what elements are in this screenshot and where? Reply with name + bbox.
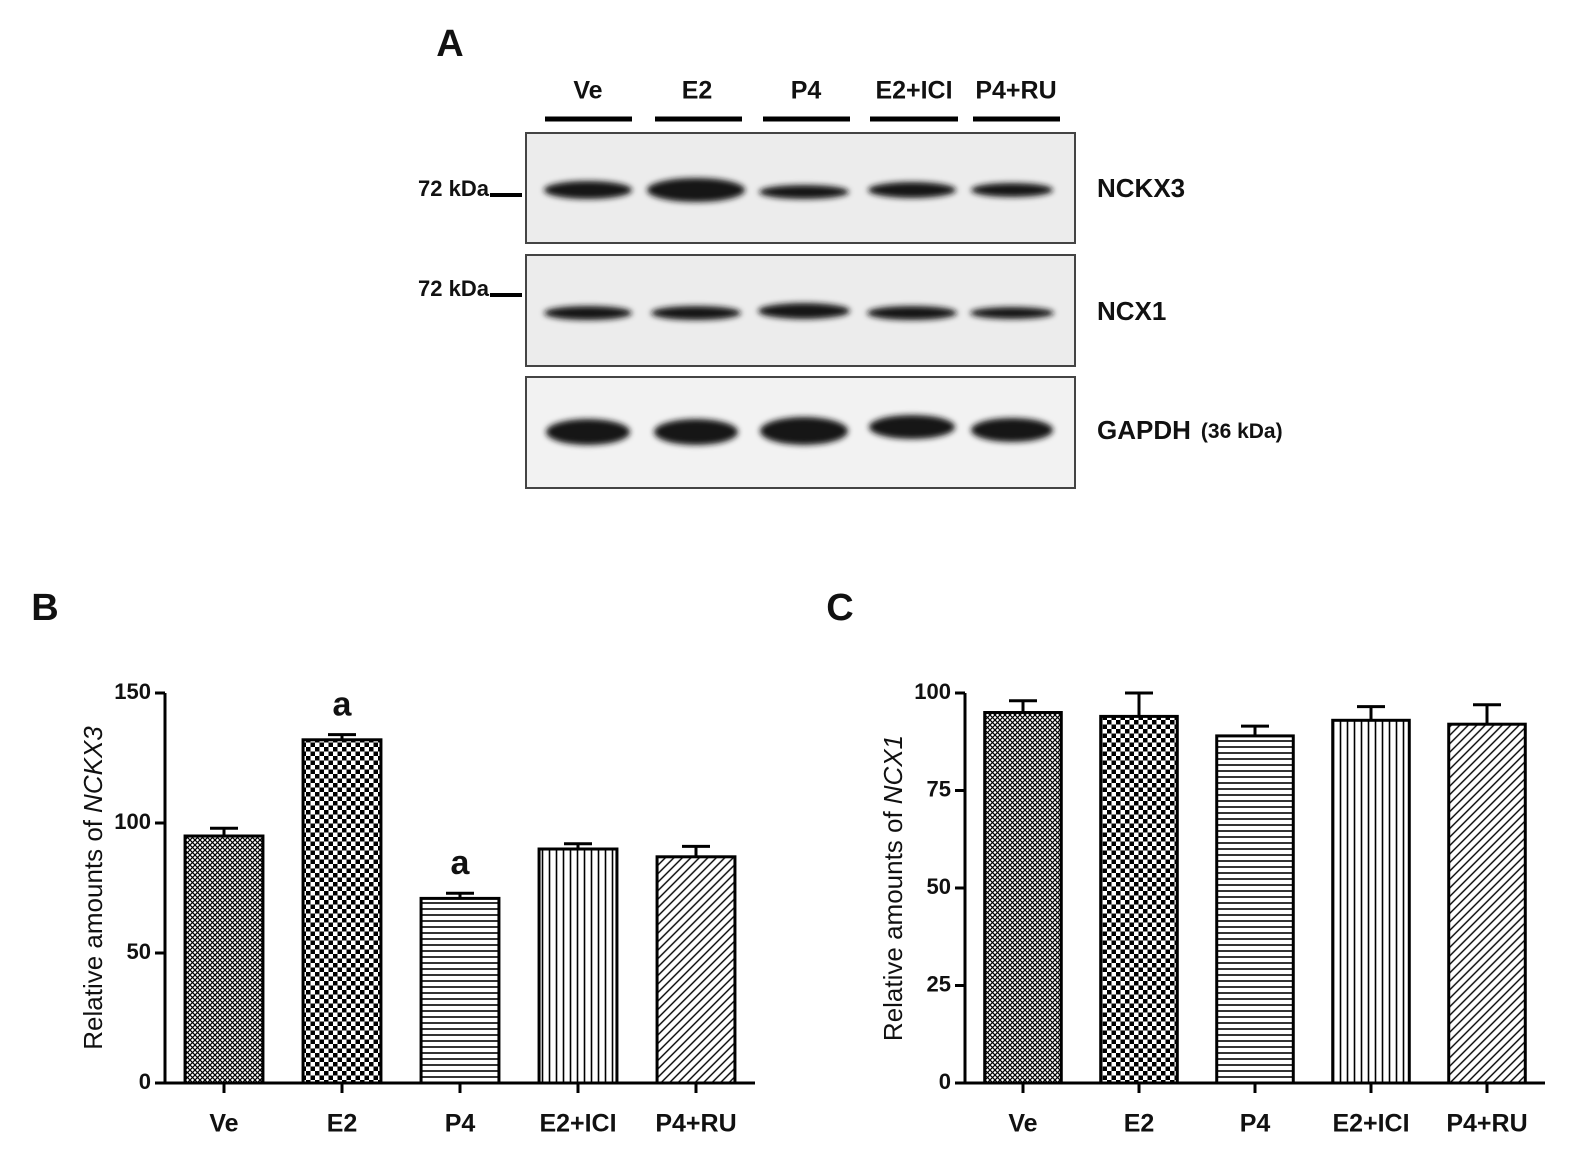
row-label-text: NCX1: [1097, 296, 1166, 326]
y-axis-label: Relative amounts of NCKX3: [78, 726, 108, 1050]
error-bar: [1357, 705, 1385, 721]
lane-label: P4: [791, 77, 822, 105]
bar: [537, 847, 619, 1085]
y-tick-label: 0: [139, 1069, 151, 1094]
blot-band: [651, 306, 741, 320]
lane-label: E2: [682, 77, 713, 105]
x-tick-label: P4: [445, 1110, 476, 1138]
bar: [1215, 734, 1295, 1085]
x-tick-label: Ve: [1008, 1110, 1037, 1138]
blot-band: [971, 183, 1053, 197]
bar: [419, 896, 501, 1085]
panel-label: B: [31, 587, 58, 629]
error-bar: [1473, 703, 1501, 725]
y-axis-label-text: Relative amounts of: [878, 811, 908, 1042]
panel-label: A: [436, 23, 463, 65]
x-tick-label: Ve: [209, 1110, 238, 1138]
blot-band: [647, 178, 745, 202]
y-axis-label-gene: NCKX3: [78, 726, 108, 813]
y-tick-label: 50: [127, 939, 151, 964]
lane-label: E2+ICI: [875, 77, 952, 105]
row-label-text: NCKX3: [1097, 173, 1185, 203]
blot-band: [869, 415, 955, 439]
lane-label: P4+RU: [975, 77, 1056, 105]
blot-band: [970, 307, 1054, 319]
blot-band: [654, 419, 738, 445]
blot-band: [759, 185, 849, 199]
y-tick-label: 100: [914, 679, 951, 704]
x-tick-label: P4+RU: [655, 1110, 736, 1138]
x-tick-label: E2: [1124, 1110, 1155, 1138]
row-label: GAPDH (36 kDa): [1097, 415, 1283, 445]
x-tick-label: E2: [327, 1110, 358, 1138]
y-tick-label: 75: [927, 776, 951, 801]
y-tick-label: 0: [939, 1069, 951, 1094]
bar: [1331, 718, 1411, 1085]
row-label: NCKX3: [1097, 173, 1185, 203]
error-bar: [1241, 724, 1269, 736]
bar: [1447, 722, 1527, 1085]
blot-band: [867, 306, 957, 320]
blot-band: [546, 419, 630, 445]
blot-band: [544, 306, 632, 320]
significance-mark: a: [451, 844, 471, 882]
x-tick-label: P4: [1240, 1110, 1271, 1138]
y-axis-label: Relative amounts of NCX1: [878, 735, 908, 1041]
blot-band: [758, 303, 850, 319]
x-tick-label: E2+ICI: [539, 1110, 616, 1138]
row-label-note: (36 kDa): [1201, 420, 1283, 443]
blot-band: [544, 181, 632, 199]
blot-band: [868, 182, 956, 198]
bar: [655, 855, 737, 1085]
blot-band: [760, 417, 848, 445]
bar: [983, 711, 1063, 1085]
significance-mark: a: [333, 686, 353, 724]
bar: [301, 738, 383, 1085]
mw-marker: 72 kDa: [418, 176, 490, 201]
x-tick-label: E2+ICI: [1332, 1110, 1409, 1138]
error-bar: [682, 844, 710, 857]
mw-marker: 72 kDa: [418, 276, 490, 301]
row-label: NCX1: [1097, 296, 1166, 326]
blot-band: [971, 418, 1053, 442]
x-tick-label: P4+RU: [1446, 1110, 1527, 1138]
bar: [183, 834, 265, 1085]
y-axis-label-gene: NCX1: [878, 735, 908, 804]
y-axis-label-text: Relative amounts of: [78, 819, 108, 1050]
error-bar: [1009, 699, 1037, 713]
y-tick-label: 100: [114, 809, 151, 834]
y-tick-label: 50: [927, 874, 951, 899]
panel-label: C: [826, 587, 853, 629]
bar: [1099, 714, 1179, 1085]
lane-label: Ve: [573, 77, 602, 105]
y-tick-label: 25: [927, 971, 951, 996]
y-tick-label: 150: [114, 679, 151, 704]
error-bar: [1125, 691, 1153, 717]
row-label-text: GAPDH: [1097, 415, 1191, 445]
